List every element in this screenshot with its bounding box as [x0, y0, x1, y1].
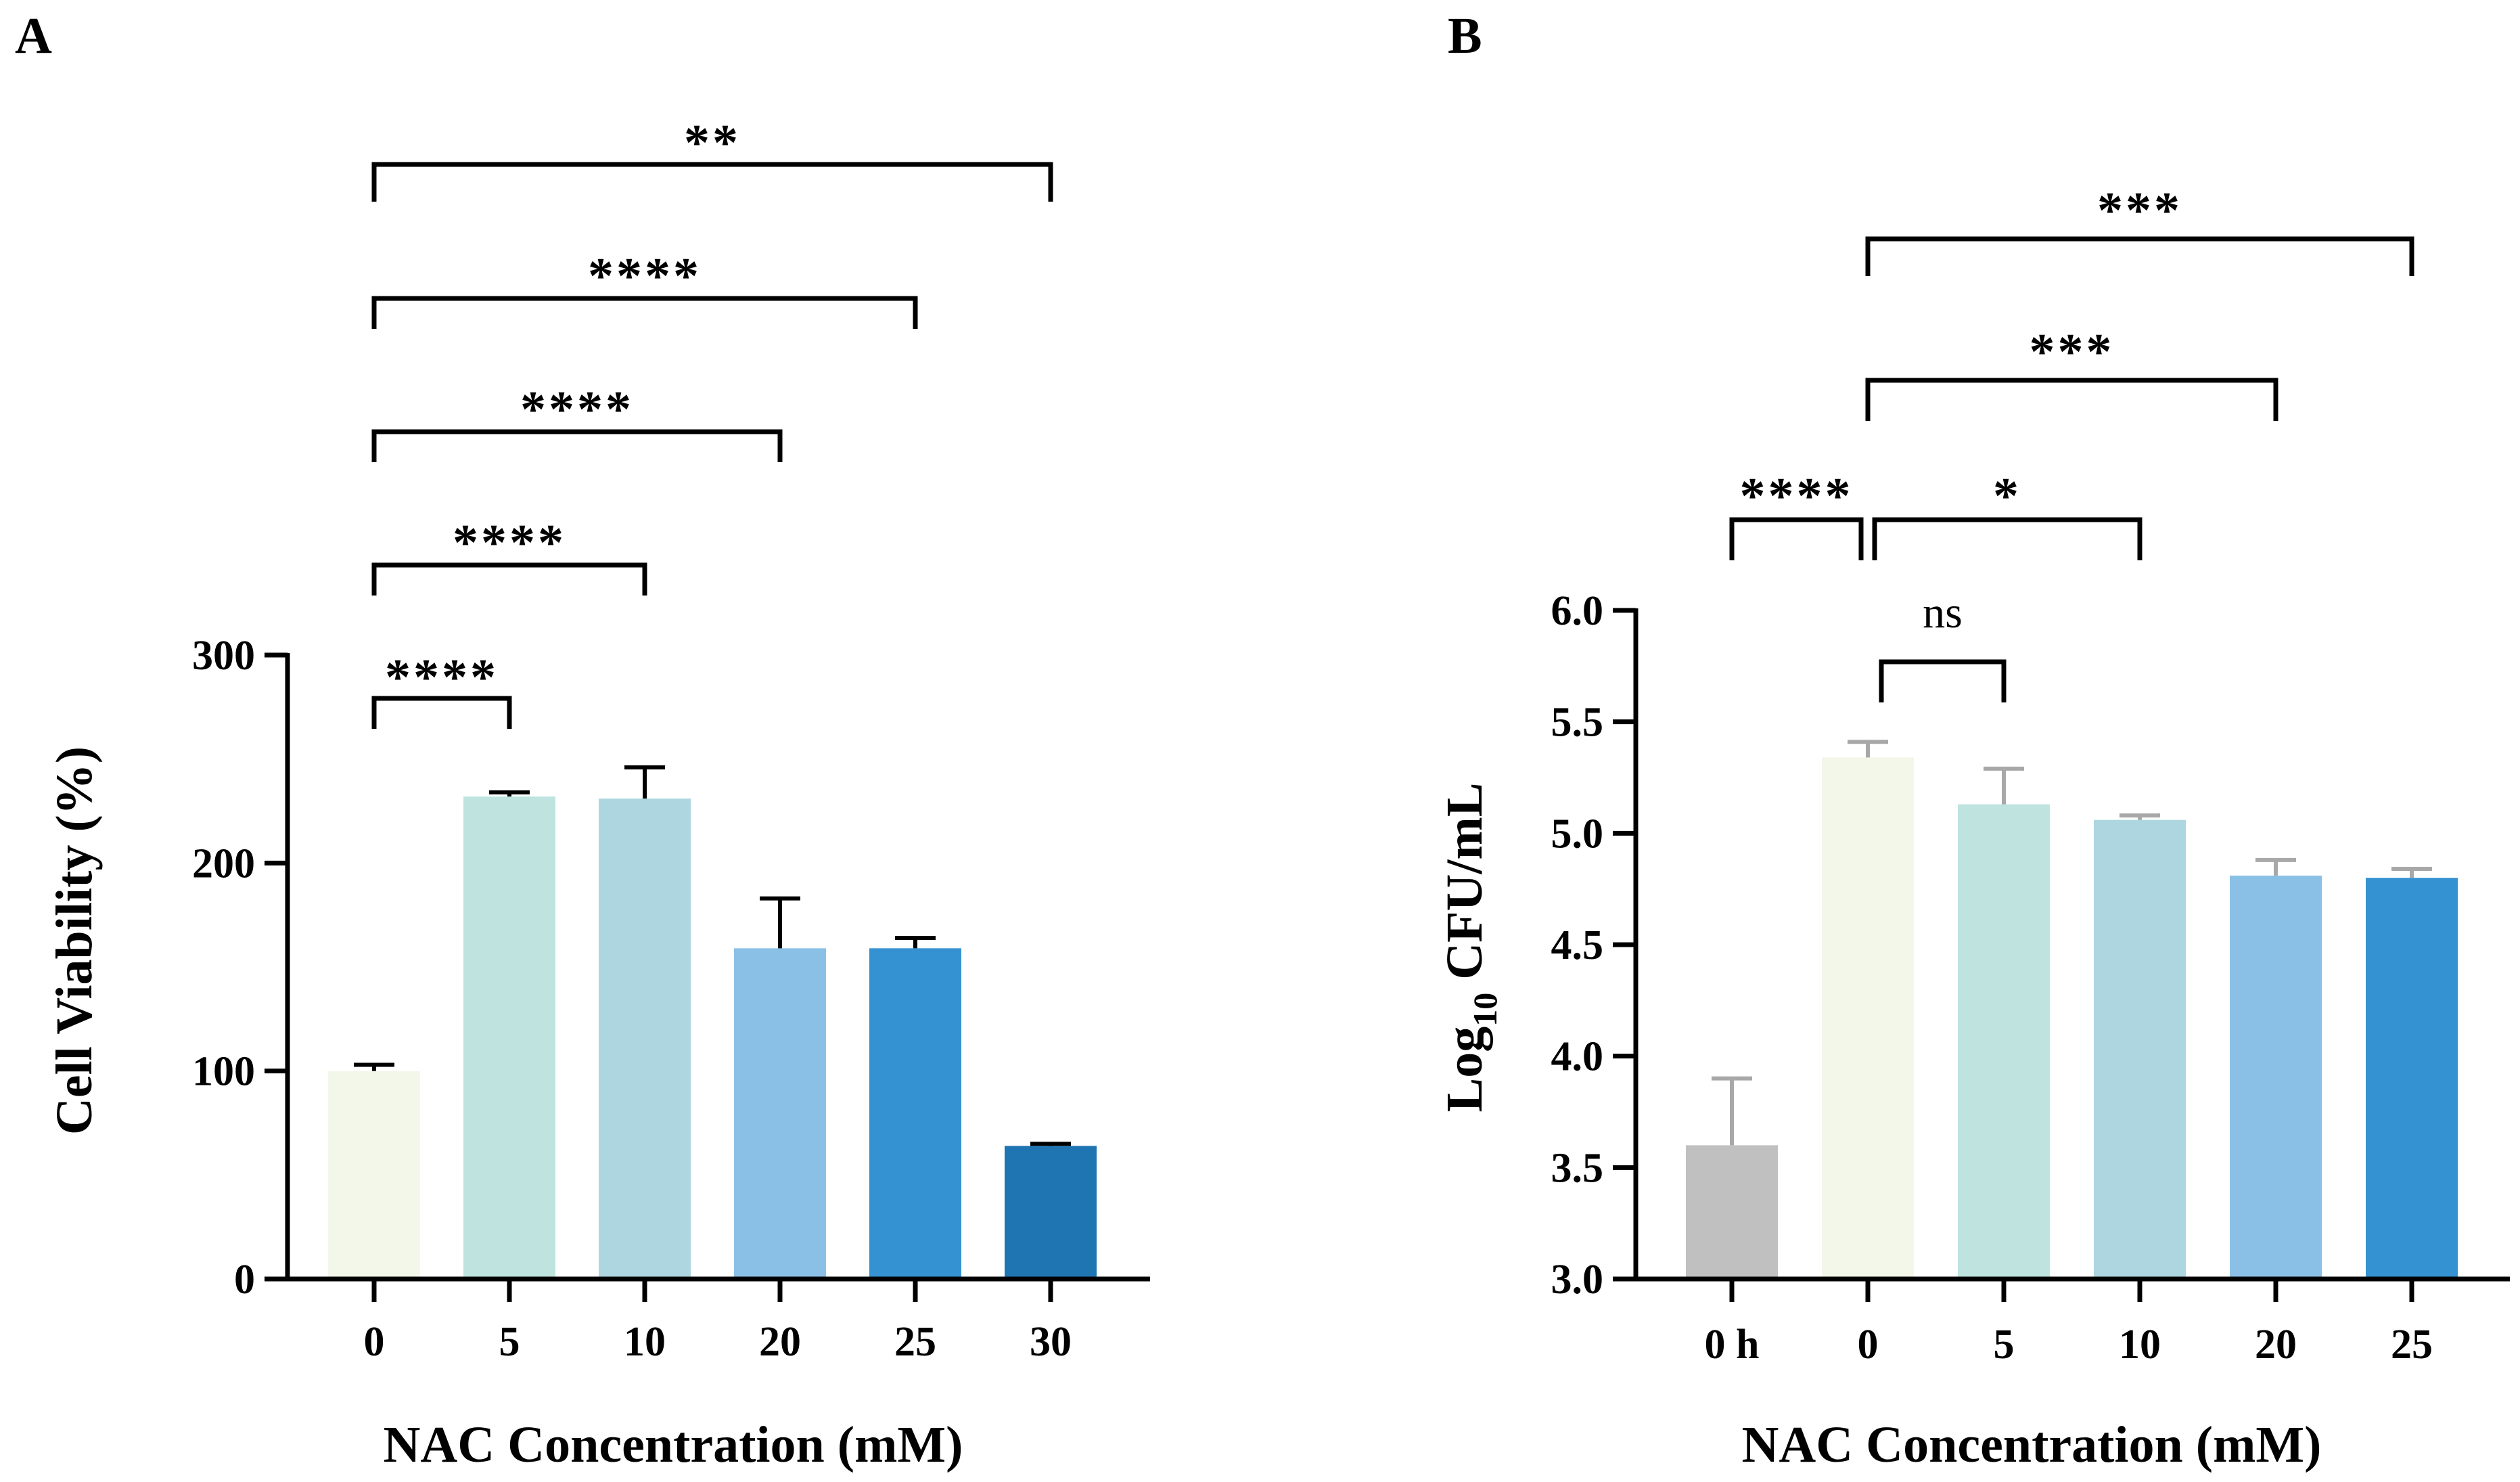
axes	[285, 653, 1150, 1282]
error-bar	[489, 790, 530, 796]
bar-20	[734, 948, 826, 1279]
x-tick-label: 25	[2391, 1322, 2433, 1368]
significance-bracket: ****	[371, 649, 512, 729]
bar-30	[1005, 1146, 1097, 1279]
significance-stars: ****	[385, 649, 499, 706]
x-tick-label: 10	[624, 1319, 666, 1365]
bracket-line	[371, 696, 512, 729]
bracket-line	[1872, 517, 2143, 560]
x-tick-label: 20	[759, 1319, 801, 1365]
bar-0	[328, 1071, 420, 1279]
significance-stars: ****	[453, 514, 566, 571]
significance-bracket: ****	[371, 514, 647, 596]
error-bar	[2255, 857, 2296, 876]
bar-10	[2094, 819, 2186, 1279]
y-tick-label: 5.0	[1551, 811, 1604, 857]
error-bar	[1848, 740, 1888, 758]
error-bar	[1030, 1142, 1071, 1146]
y-tick-label: 4.0	[1551, 1034, 1604, 1080]
error-bar	[2120, 813, 2160, 820]
bar-20	[2230, 875, 2322, 1279]
bar-5	[463, 796, 555, 1279]
significance-stars: ***	[2030, 323, 2115, 380]
significance-stars: **	[684, 114, 741, 171]
bracket-line	[1865, 236, 2414, 276]
significance-stars: ***	[2097, 182, 2182, 239]
significance-bracket: ****	[1729, 468, 1864, 560]
panel-letter: A	[15, 7, 52, 64]
error-bar	[1984, 766, 2024, 805]
y-tick-label: 300	[192, 633, 255, 679]
error-bar	[1712, 1076, 1752, 1146]
bracket-line	[371, 429, 783, 462]
bracket-line	[1729, 517, 1864, 560]
panel-b: B 3.0 3.5 4.0 4.5 5.0 5.5 6.0 0 h 0 5 10 20 25 NAC Con…	[1436, 7, 2510, 1473]
panel-a: A 0 100 200 300 0 5 10 20 25 30 NAC Concentration (…	[15, 7, 1150, 1473]
x-tick-label: 0	[364, 1319, 385, 1365]
y-tick-label: 6.0	[1551, 588, 1604, 634]
x-tick-label: 20	[2255, 1322, 2297, 1368]
significance-stars: ****	[1740, 468, 1854, 524]
bar-0-h	[1686, 1145, 1778, 1279]
bracket-line	[1865, 378, 2278, 421]
y-tick-label: 100	[192, 1049, 255, 1095]
x-tick-label: 30	[1030, 1319, 1072, 1365]
y-tick-label: 0	[234, 1257, 255, 1303]
significance-bracket: ****	[371, 381, 783, 462]
bracket-line	[371, 296, 918, 329]
y-tick-label: 5.5	[1551, 700, 1604, 746]
bracket-line	[1879, 659, 2007, 702]
bar-25	[2366, 878, 2458, 1279]
bracket-line	[371, 162, 1053, 202]
bar-5	[1958, 804, 2050, 1279]
y-axis-title: Cell Viability (%)	[46, 746, 103, 1135]
bar-10	[599, 799, 691, 1279]
x-tick-label: 25	[894, 1319, 936, 1365]
y-axis-title: Log10 CFU/mL	[1436, 782, 1504, 1112]
significance-bracket: ***	[1865, 323, 2278, 421]
error-bar	[354, 1062, 394, 1071]
x-axis-title: NAC Concentration (mM)	[384, 1416, 963, 1473]
significance-bracket: ns	[1879, 588, 2007, 702]
significance-bracket: ***	[1865, 182, 2414, 276]
x-tick-label: 5	[499, 1319, 520, 1365]
error-bar	[2391, 867, 2432, 878]
y-axis-title-log: Log	[1436, 1027, 1493, 1113]
significance-stars: ****	[588, 248, 702, 305]
bar-0	[1822, 757, 1914, 1279]
panel-letter: B	[1448, 7, 1482, 64]
significance-bracket: **	[371, 114, 1053, 202]
error-bar	[624, 765, 665, 799]
x-tick-label: 5	[1994, 1322, 2015, 1368]
x-tick-label: 10	[2119, 1322, 2161, 1368]
y-tick-label: 200	[192, 840, 255, 886]
error-bar	[895, 935, 936, 949]
error-bar	[760, 896, 800, 949]
x-tick-label: 0 h	[1705, 1322, 1760, 1368]
bar-25	[869, 948, 961, 1279]
bracket-line	[371, 562, 647, 596]
ns-label: ns	[1923, 588, 1963, 637]
significance-bracket: ****	[371, 248, 918, 329]
y-axis-title-unit: CFU/mL	[1436, 782, 1493, 992]
significance-stars: *	[1993, 468, 2021, 524]
significance-stars: ****	[520, 381, 634, 438]
significance-bracket: *	[1872, 468, 2143, 560]
y-tick-label: 3.0	[1551, 1257, 1604, 1303]
y-tick-label: 4.5	[1551, 922, 1604, 968]
x-axis-title: NAC Concentration (mM)	[1742, 1416, 2322, 1473]
x-tick-label: 0	[1858, 1322, 1879, 1368]
y-tick-label: 3.5	[1551, 1145, 1604, 1191]
y-axis-title-subscript: 10	[1466, 993, 1504, 1027]
